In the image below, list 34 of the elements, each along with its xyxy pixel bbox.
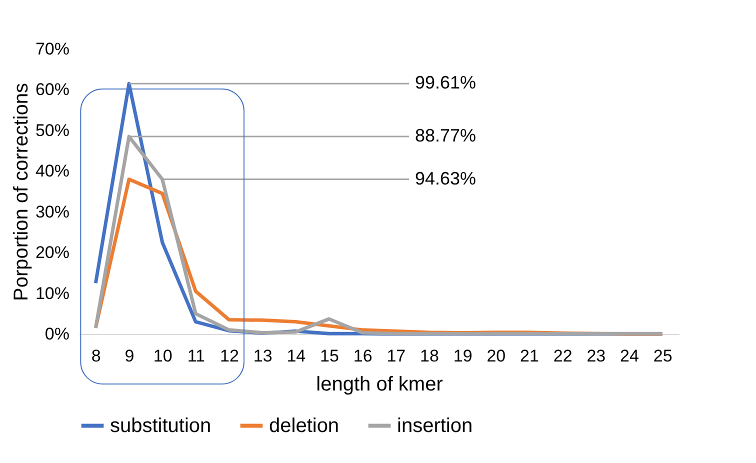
y-tick-label: 50% xyxy=(35,120,70,140)
x-tick-label: 19 xyxy=(453,346,472,366)
x-tick-label: 23 xyxy=(586,346,606,366)
x-tick-label: 20 xyxy=(486,346,506,366)
x-tick-label: 18 xyxy=(420,346,439,366)
x-tick-label: 15 xyxy=(320,346,339,366)
x-tick-label: 9 xyxy=(124,346,134,366)
x-tick-label: 12 xyxy=(220,346,239,366)
x-axis-title: length of kmer xyxy=(316,374,444,396)
y-tick-label: 60% xyxy=(35,80,70,100)
legend-label: deletion xyxy=(269,414,340,437)
annotation: 88.77% xyxy=(415,126,476,146)
x-tick-label: 17 xyxy=(386,346,406,366)
x-tick-label: 11 xyxy=(187,346,205,366)
y-tick-label: 20% xyxy=(35,243,70,262)
x-tick-label: 10 xyxy=(153,346,172,366)
legend-label: insertion xyxy=(397,414,473,437)
y-tick-label: 10% xyxy=(35,284,70,303)
annotation: 94.63% xyxy=(415,168,476,188)
x-tick-label: 25 xyxy=(653,346,672,366)
x-tick-label: 14 xyxy=(286,346,306,366)
y-tick-label: 30% xyxy=(35,202,70,222)
y-axis-title: Porportion of corrections xyxy=(10,83,32,301)
y-tick-label: 0% xyxy=(44,324,70,344)
x-tick-label: 21 xyxy=(520,346,539,366)
x-tick-label: 13 xyxy=(253,346,272,366)
x-tick-label: 22 xyxy=(553,346,572,366)
x-tick-label: 8 xyxy=(91,346,101,366)
y-tick-label: 40% xyxy=(35,162,70,181)
y-tick-label: 70% xyxy=(35,40,70,58)
legend-label: substitution xyxy=(110,414,212,437)
annotation: 99.61% xyxy=(415,72,476,93)
x-tick-label: 16 xyxy=(353,346,372,366)
x-tick-label: 24 xyxy=(620,346,639,366)
